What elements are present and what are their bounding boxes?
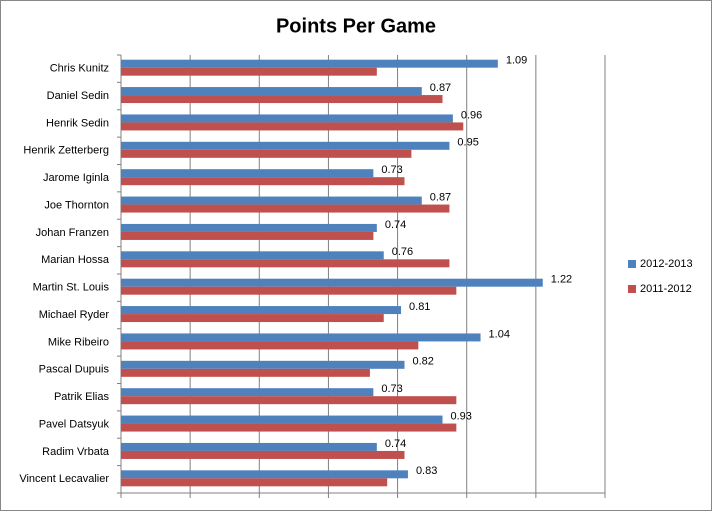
data-label: 0.87 (430, 82, 451, 94)
y-tick-label: Johan Franzen (36, 227, 109, 239)
data-label: 1.04 (489, 328, 510, 340)
bar (121, 333, 481, 342)
data-label: 0.95 (457, 137, 478, 149)
legend-swatch (628, 260, 636, 268)
bar (121, 59, 498, 68)
bar (121, 196, 422, 205)
bar (121, 450, 405, 459)
bar (121, 177, 405, 186)
bar (121, 368, 370, 377)
data-label: 0.93 (451, 410, 472, 422)
y-tick-label: Vincent Lecavalier (19, 473, 109, 485)
data-label: 0.87 (430, 191, 451, 203)
legend-swatch (628, 285, 636, 293)
bar (121, 114, 453, 123)
bar (121, 470, 408, 479)
data-label: 1.09 (506, 55, 527, 67)
bar (121, 423, 457, 432)
y-tick-label: Chris Kunitz (50, 63, 109, 75)
bar (121, 442, 377, 451)
y-tick-label: Jarome Iginla (43, 172, 110, 184)
bar (121, 360, 405, 369)
bar (121, 149, 412, 158)
y-tick-label: Michael Ryder (39, 309, 110, 321)
y-tick-label: Henrik Sedin (46, 117, 109, 129)
y-tick-label: Pascal Dupuis (39, 364, 110, 376)
bar (121, 169, 374, 178)
data-label: 0.83 (416, 465, 437, 477)
y-tick-label: Martin St. Louis (33, 282, 110, 294)
data-label: 0.74 (385, 219, 406, 231)
chart-title: Points Per Game (276, 15, 436, 37)
bar (121, 141, 450, 150)
y-tick-label: Radim Vrbata (42, 446, 110, 458)
y-tick-label: Henrik Zetterberg (23, 145, 109, 157)
data-label: 1.22 (551, 274, 572, 286)
bar (121, 341, 419, 350)
data-label: 0.73 (381, 383, 402, 395)
bar (121, 251, 384, 260)
bar (121, 87, 422, 96)
y-tick-label: Joe Thornton (44, 199, 109, 211)
data-label: 0.81 (409, 301, 430, 313)
y-tick-label: Patrik Elias (54, 391, 110, 403)
bar (121, 306, 402, 315)
bar (121, 259, 450, 268)
bar (121, 122, 464, 131)
y-tick-label: Marian Hossa (41, 254, 110, 266)
data-label: 0.96 (461, 109, 482, 121)
bar (121, 286, 457, 295)
bar (121, 95, 443, 104)
legend-label: 2011-2012 (640, 283, 692, 295)
data-label: 0.73 (381, 164, 402, 176)
bar (121, 231, 374, 240)
y-tick-label: Mike Ribeiro (48, 336, 109, 348)
bar (121, 478, 388, 487)
y-tick-label: Pavel Datsyuk (39, 418, 110, 430)
bar (121, 67, 377, 76)
data-label: 0.76 (392, 246, 413, 258)
bar (121, 314, 384, 323)
data-label: 0.74 (385, 438, 406, 450)
y-tick-label: Daniel Sedin (47, 90, 109, 102)
legend-label: 2012-2013 (640, 258, 693, 270)
bar (121, 278, 543, 287)
bar (121, 415, 443, 424)
bar (121, 396, 457, 405)
bar (121, 204, 450, 213)
data-label: 0.82 (412, 356, 433, 368)
bar (121, 223, 377, 232)
bar (121, 388, 374, 397)
